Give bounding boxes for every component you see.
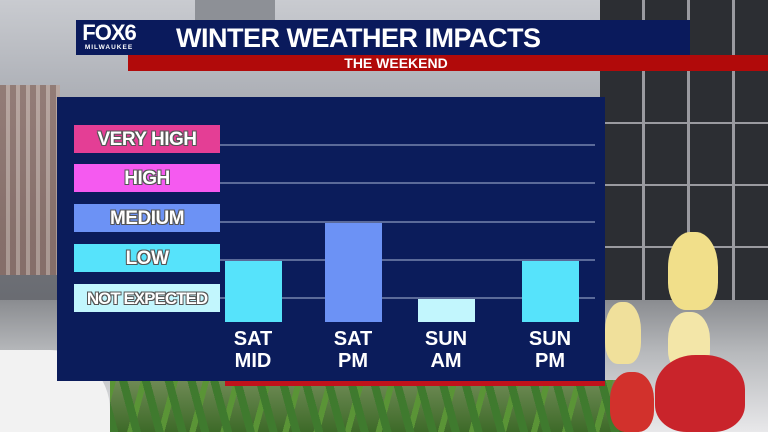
gridline-low <box>204 259 595 261</box>
background-tulip-yellow <box>668 232 718 310</box>
station-logo: FOX6 MILWAUKEE <box>80 22 138 53</box>
logo-sub: MILWAUKEE <box>84 44 134 51</box>
level-not-expected: NOT EXPECTED <box>74 284 220 312</box>
bar-sun-am <box>418 299 475 322</box>
logo-main: FOX6 <box>82 20 136 45</box>
bar-label-line2: PM <box>338 350 368 372</box>
background-tulip-red <box>655 355 745 432</box>
background-building <box>0 85 60 275</box>
background-tulip-stems <box>110 380 630 432</box>
bar-label-line2: MID <box>234 350 272 372</box>
bar-label-line1: SUN <box>424 328 468 350</box>
bar-label-line1: SUN <box>528 328 572 350</box>
subtitle-bar: THE WEEKEND <box>128 55 768 71</box>
title-bar: FOX6 MILWAUKEE WINTER WEATHER IMPACTS <box>76 20 690 55</box>
bar-label-line2: PM <box>535 350 565 372</box>
background-tulip-red <box>610 372 654 432</box>
page-title: WINTER WEATHER IMPACTS <box>176 23 541 53</box>
panel-accent-strip <box>225 381 605 386</box>
level-very-high: VERY HIGH <box>74 125 220 153</box>
bar-sun-pm <box>522 261 579 322</box>
chart-panel: VERY HIGH HIGH MEDIUM LOW NOT EXPECTED S… <box>57 97 605 381</box>
bar-label-line2: AM <box>430 350 462 372</box>
background-tulip-yellow <box>605 302 641 364</box>
bar-sat-pm <box>325 223 382 322</box>
bar-label-sun-pm: SUN PM <box>505 328 595 372</box>
bar-label-sun-am: SUN AM <box>401 328 491 372</box>
bar-label-line1: SAT <box>333 328 373 350</box>
gridline-not-expected <box>204 297 595 299</box>
gridline-very-high <box>204 144 595 146</box>
bar-label-sat-mid: SAT MID <box>208 328 298 372</box>
page-subtitle: THE WEEKEND <box>344 55 448 71</box>
level-high: HIGH <box>74 164 220 192</box>
bar-sat-mid <box>225 261 282 322</box>
bar-label-line1: SAT <box>233 328 273 350</box>
bar-label-sat-pm: SAT PM <box>308 328 398 372</box>
gridline-high <box>204 182 595 184</box>
level-medium: MEDIUM <box>74 204 220 232</box>
gridline-medium <box>204 221 595 223</box>
level-low: LOW <box>74 244 220 272</box>
